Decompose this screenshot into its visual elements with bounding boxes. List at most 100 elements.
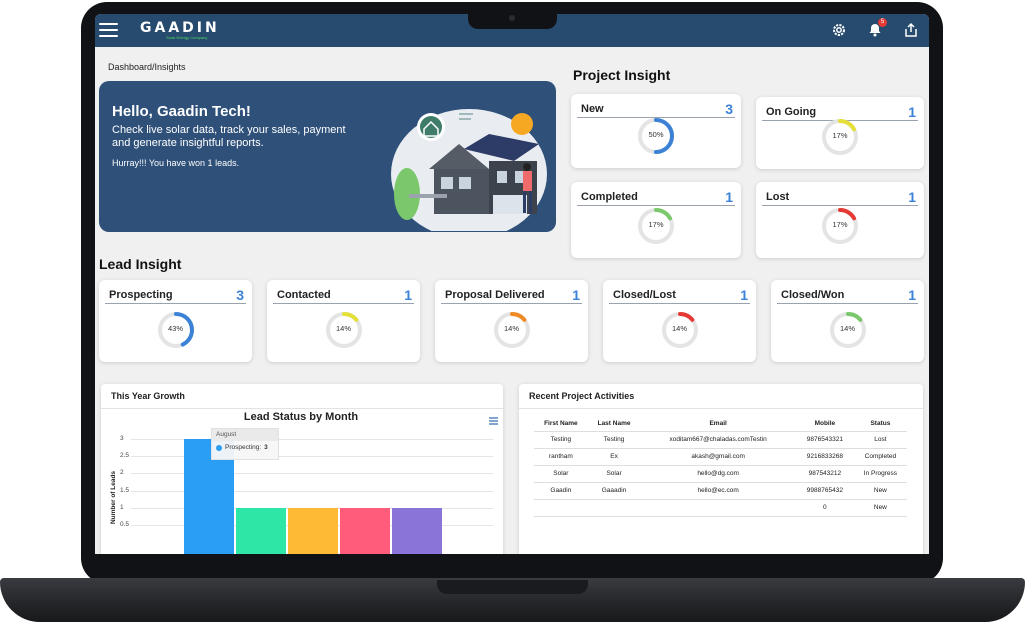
lead-proposal-delivered-card[interactable]: Proposal Delivered 1 14% — [435, 280, 588, 362]
lead-contacted-card[interactable]: Contacted 1 14% — [267, 280, 420, 362]
welcome-banner: Hello, Gaadin Tech! Check live solar dat… — [99, 81, 556, 232]
table-cell: Solar — [587, 465, 641, 483]
notification-bell-icon[interactable]: 5 — [865, 18, 887, 40]
camera-notch — [468, 10, 557, 29]
table-cell: Testing — [587, 431, 641, 449]
card-label: Closed/Won — [781, 288, 845, 301]
table-cell: hello@dg.com — [640, 465, 796, 483]
column-header: First Name — [534, 416, 588, 432]
top-actions: 5 — [829, 18, 921, 40]
chart-gridline — [131, 439, 493, 440]
table-row[interactable]: Solar Solar hello@dg.com 987543212 In Progre… — [534, 465, 907, 483]
donut-percent: 14% — [335, 324, 351, 333]
laptop-base-notch — [437, 580, 588, 594]
card-label: Proposal Delivered — [445, 288, 545, 301]
settings-gear-icon[interactable] — [829, 20, 849, 40]
progress-donut: 14% — [660, 310, 700, 350]
card-count: 3 — [236, 286, 244, 303]
donut-percent: 43% — [167, 324, 183, 333]
progress-donut: 17% — [820, 206, 860, 246]
table-cell: Testing — [534, 431, 588, 449]
table-cell: Ex — [587, 448, 641, 466]
table-row[interactable]: Testing Testing xoditam667@chaladas.comTes… — [534, 431, 907, 449]
recent-activities-panel: Recent Project Activities First Name Last… — [519, 384, 923, 554]
tooltip-month: August — [212, 429, 278, 441]
column-header: Last Name — [587, 416, 641, 432]
table-row[interactable]: 0 New — [534, 499, 907, 517]
activities-table: First Name Last Name Email Mobile Status Tes… — [534, 416, 907, 517]
breadcrumb[interactable]: Dashboard/Insights — [108, 62, 186, 72]
welcome-title: Hello, Gaadin Tech! — [112, 103, 251, 120]
donut-percent: 17% — [832, 131, 848, 140]
donut-percent: 14% — [671, 324, 687, 333]
table-cell: In Progress — [853, 465, 907, 483]
chart-bar-closed-lost[interactable] — [340, 507, 390, 554]
chart-tooltip: August Prospecting: 3 — [211, 428, 279, 460]
card-label: Completed — [581, 190, 638, 203]
card-count: 1 — [740, 286, 748, 303]
table-cell: Completed — [853, 448, 907, 466]
share-icon[interactable] — [901, 20, 921, 40]
project-completed-card[interactable]: Completed 1 17% — [571, 182, 741, 258]
progress-donut: 14% — [492, 310, 532, 350]
chart-bar-proposal-delivered[interactable] — [288, 507, 338, 554]
camera-icon — [509, 15, 515, 21]
tooltip-value: 3 — [264, 444, 268, 451]
lead-prospecting-card[interactable]: Prospecting 3 43% — [99, 280, 252, 362]
table-cell: 987543212 — [795, 465, 854, 483]
donut-percent: 17% — [832, 220, 848, 229]
menu-icon[interactable] — [99, 23, 118, 38]
table-cell: Gaadin — [534, 482, 588, 500]
progress-donut: 14% — [324, 310, 364, 350]
lead-closed-lost-card[interactable]: Closed/Lost 1 14% — [603, 280, 756, 362]
table-row[interactable]: Gaadin Gaaadin hello@ec.com 9988765432 New — [534, 482, 907, 500]
project-new-card[interactable]: New 3 50% — [571, 94, 741, 168]
table-cell: hello@ec.com — [640, 482, 796, 500]
table-cell — [640, 499, 796, 517]
progress-donut: 14% — [828, 310, 868, 350]
donut-percent: 14% — [503, 324, 519, 333]
table-cell: New — [853, 482, 907, 500]
tooltip-series-dot — [216, 444, 222, 451]
activities-panel-title: Recent Project Activities — [529, 391, 635, 401]
table-row[interactable]: rantham Ex akash@gmail.com 9216833268 Comple… — [534, 448, 907, 466]
table-cell: xoditam667@chaladas.comTestin — [640, 431, 796, 449]
progress-donut: 43% — [156, 310, 196, 350]
table-cell — [534, 499, 588, 517]
y-tick-label: 1.5 — [120, 486, 130, 494]
donut-percent: 50% — [648, 130, 664, 139]
chart-title: Lead Status by Month — [243, 411, 359, 423]
card-label: Prospecting — [109, 288, 173, 301]
lead-insight-title: Lead Insight — [99, 256, 182, 272]
progress-donut: 50% — [636, 116, 676, 156]
chart-menu-icon[interactable] — [489, 412, 498, 430]
y-tick-label: 2.5 — [120, 452, 130, 460]
chart-bar-contacted[interactable] — [236, 507, 286, 554]
chart-y-axis-label: Number of Leads — [110, 470, 118, 525]
table-cell: Lost — [853, 431, 907, 449]
table-cell: New — [853, 499, 907, 517]
card-count: 1 — [404, 286, 412, 303]
table-cell: Solar — [534, 465, 588, 483]
brand-logo[interactable]: GAADIN Solar Energy Company — [140, 20, 220, 40]
table-cell: akash@gmail.com — [640, 448, 796, 466]
project-on-going-card[interactable]: On Going 1 17% — [756, 97, 924, 169]
growth-panel-title: This Year Growth — [111, 391, 185, 401]
table-cell: 9216833268 — [795, 448, 854, 466]
card-count: 1 — [725, 188, 733, 205]
card-label: Contacted — [277, 288, 331, 301]
table-cell — [587, 499, 641, 517]
column-header: Email — [640, 416, 796, 432]
chart-bar-closed-won[interactable] — [392, 507, 442, 554]
project-lost-card[interactable]: Lost 1 17% — [756, 182, 924, 258]
card-count: 1 — [908, 188, 916, 205]
solar-house-illustration — [391, 109, 547, 231]
card-label: Lost — [766, 190, 790, 203]
column-header: Status — [853, 416, 907, 432]
tooltip-series: Prospecting: — [225, 444, 262, 451]
lead-closed-won-card[interactable]: Closed/Won 1 14% — [771, 280, 924, 362]
dashboard-screen: GAADIN Solar Energy Company 5 Dashboard/… — [95, 14, 929, 554]
chart-gridline — [131, 490, 493, 492]
card-count: 3 — [725, 100, 733, 117]
y-tick-label: 2 — [120, 469, 124, 477]
